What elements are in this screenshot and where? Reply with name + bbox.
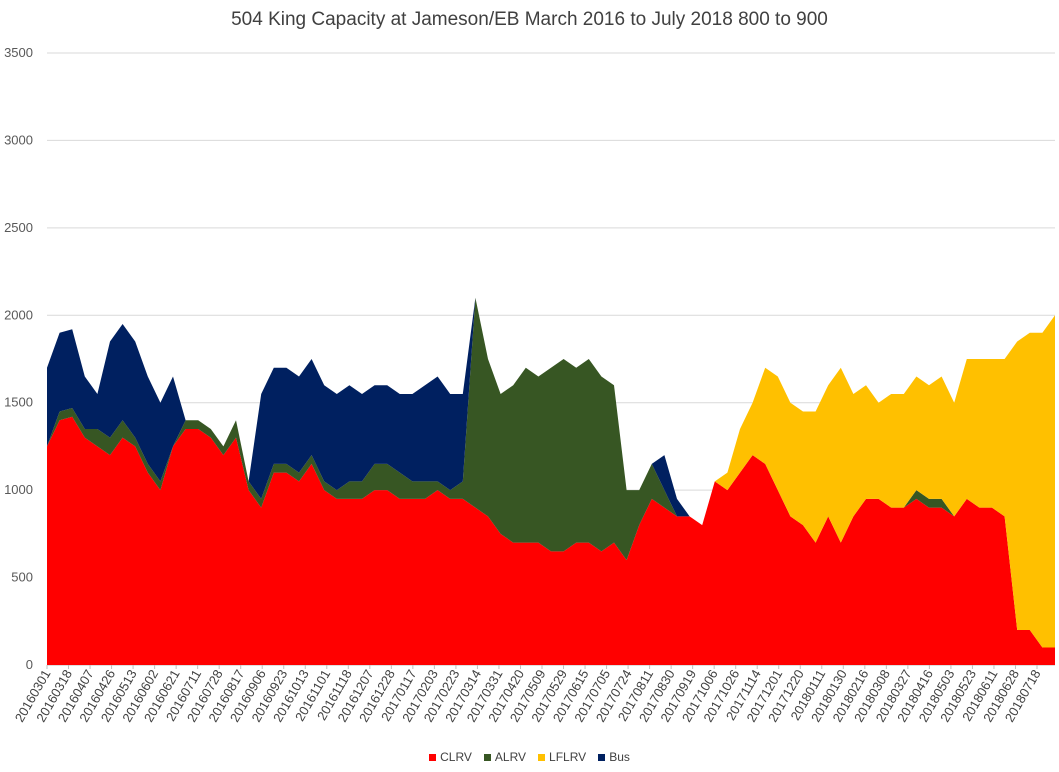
y-tick-label: 2000 (4, 307, 33, 322)
y-tick-label: 3000 (4, 132, 33, 147)
legend-item-alrv: ALRV (483, 750, 527, 764)
legend-swatch (598, 753, 606, 761)
x-axis-ticks: 2016030120160318201604072016042620160513… (12, 665, 1044, 725)
chart-title: 504 King Capacity at Jameson/EB March 20… (231, 9, 828, 30)
y-tick-label: 0 (26, 657, 33, 672)
y-tick-label: 3500 (4, 45, 33, 60)
series-area-alrv (47, 297, 1055, 648)
legend-item-clrv: CLRV (429, 750, 472, 764)
legend: CLRV ALRV LFLRV Bus (0, 750, 1059, 764)
y-tick-label: 500 (11, 570, 33, 585)
legend-item-lflrv: LFLRV (538, 750, 586, 764)
legend-label: ALRV (494, 750, 527, 764)
legend-swatch (538, 753, 546, 761)
series-areas (47, 297, 1055, 665)
legend-swatch (483, 753, 491, 761)
y-axis-ticks: 0 500 1000 1500 2000 2500 3000 3500 (4, 45, 33, 672)
legend-swatch (429, 753, 437, 761)
legend-label: Bus (609, 750, 630, 764)
y-tick-label: 1500 (4, 395, 33, 410)
series-area-clrv (47, 416, 1055, 665)
series-area-bus (47, 297, 1055, 526)
legend-label: LFLRV (549, 750, 587, 764)
legend-label: CLRV (440, 750, 472, 764)
y-tick-label: 2500 (4, 220, 33, 235)
series-area-lflrv (47, 297, 1055, 648)
legend-item-bus: Bus (598, 750, 630, 764)
y-tick-label: 1000 (4, 482, 33, 497)
